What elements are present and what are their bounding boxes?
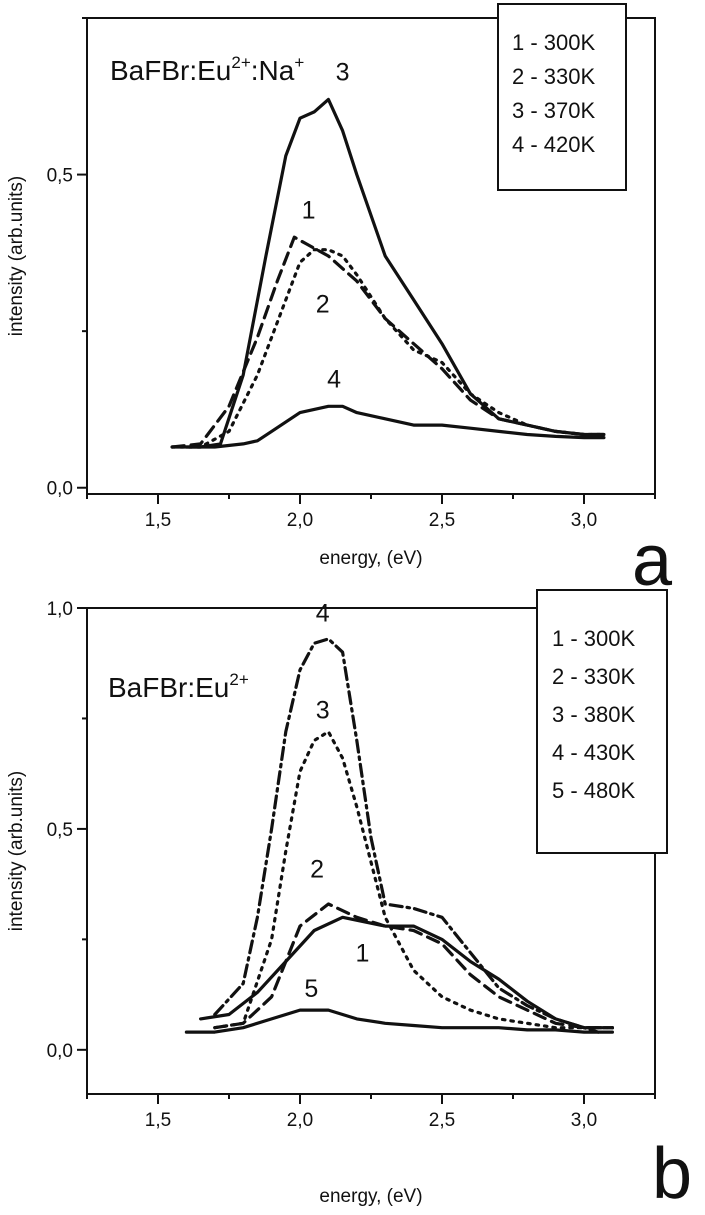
panel-label: a bbox=[632, 521, 673, 601]
curve-number-label: 5 bbox=[304, 975, 318, 1003]
legend-entry: 3 - 370K bbox=[512, 98, 595, 123]
curve-number-label: 4 bbox=[327, 366, 341, 394]
x-tick-label: 2,0 bbox=[287, 1110, 313, 1131]
x-axis-label: energy, (eV) bbox=[319, 1186, 422, 1207]
legend-entry: 4 - 420K bbox=[512, 132, 595, 157]
series-line-4 bbox=[213, 637, 600, 1034]
chart-title: BaFBr:Eu2+:Na+ bbox=[110, 53, 304, 86]
y-tick-label: 0,5 bbox=[47, 166, 73, 187]
x-tick-label: 1,5 bbox=[145, 510, 171, 531]
series-line-3 bbox=[170, 97, 606, 449]
legend-entry: 5 - 480K bbox=[552, 778, 635, 803]
series-line-5 bbox=[184, 1008, 615, 1034]
legend-box bbox=[536, 589, 668, 854]
legend-entry: 4 - 430K bbox=[552, 740, 635, 765]
x-tick-label: 1,5 bbox=[145, 1110, 171, 1131]
x-axis-label: energy, (eV) bbox=[319, 548, 422, 569]
chart-panel-a: 1,5 2,0 2,5 3,0 0,0 0,5 energy, (eV) intensity … bbox=[6, 3, 673, 601]
x-tick-label: 3,0 bbox=[571, 510, 597, 531]
curve-number-label: 4 bbox=[316, 599, 330, 627]
y-tick-label: 0,0 bbox=[47, 479, 73, 500]
curve-number-label: 2 bbox=[310, 856, 324, 884]
legend-entry: 2 - 330K bbox=[512, 64, 595, 89]
panel-label: b bbox=[652, 1134, 692, 1214]
legend-box bbox=[497, 3, 627, 191]
y-tick-label: 1,0 bbox=[47, 599, 73, 620]
series-line-3 bbox=[213, 730, 615, 1030]
y-axis-label: intensity (arb.units) bbox=[6, 176, 27, 337]
y-tick-label: 0,5 bbox=[47, 820, 73, 841]
x-tick-label: 2,0 bbox=[287, 510, 313, 531]
chart-panel-b: 1,5 2,0 2,5 3,0 0,0 0,5 1,0 energy, (eV) intensi… bbox=[6, 589, 692, 1214]
legend-entry: 2 - 330K bbox=[552, 664, 635, 689]
curve-number-label: 3 bbox=[316, 696, 330, 724]
title-superscript: 2+ bbox=[229, 670, 248, 689]
curve-number-label: 3 bbox=[336, 59, 350, 87]
chart-title: BaFBr:Eu2+ bbox=[108, 670, 249, 703]
series-line-4 bbox=[184, 404, 606, 449]
curve-number-label: 1 bbox=[302, 196, 316, 224]
series-line-2 bbox=[213, 902, 615, 1030]
title-superscript: + bbox=[294, 53, 304, 72]
series-line-2 bbox=[170, 248, 606, 449]
title-superscript: 2+ bbox=[231, 53, 250, 72]
legend-entry: 1 - 300K bbox=[552, 626, 635, 651]
curve-number-label: 1 bbox=[356, 939, 370, 967]
legend-entry: 3 - 380K bbox=[552, 702, 635, 727]
x-tick-label: 3,0 bbox=[571, 1110, 597, 1131]
y-axis-label: intensity (arb.units) bbox=[6, 771, 27, 932]
curve-number-label: 2 bbox=[316, 290, 330, 318]
series-line-1 bbox=[170, 235, 606, 449]
x-tick-label: 2,5 bbox=[429, 510, 455, 531]
legend-entry: 1 - 300K bbox=[512, 30, 595, 55]
x-tick-label: 2,5 bbox=[429, 1110, 455, 1131]
y-tick-label: 0,0 bbox=[47, 1041, 73, 1062]
title-text: BaFBr:Eu bbox=[110, 55, 231, 86]
title-text: BaFBr:Eu bbox=[108, 672, 229, 703]
series-line-1 bbox=[199, 915, 615, 1030]
title-text: :Na bbox=[251, 55, 295, 86]
